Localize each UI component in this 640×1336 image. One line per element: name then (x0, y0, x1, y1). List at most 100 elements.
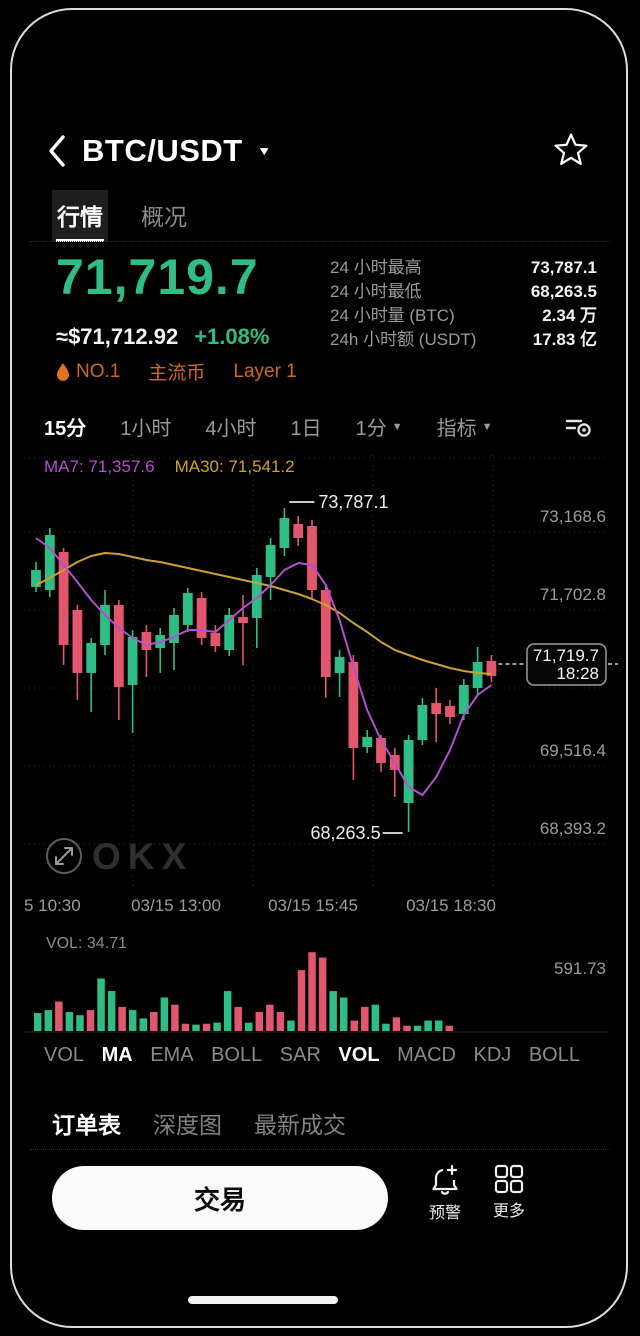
price-tick: 69,516.4 (540, 741, 606, 760)
ind-boll2[interactable]: BOLL (528, 1044, 580, 1066)
candle-body (224, 614, 235, 650)
ind-sar[interactable]: SAR (279, 1044, 321, 1066)
marker-time: 18:28 (556, 664, 599, 683)
volume-bar (434, 1020, 443, 1031)
pair-title[interactable]: BTC/USDT (82, 133, 243, 168)
candlestick-chart[interactable]: OKX 73,168.6 71,702.8 69,516.4 68,393.2 73,78… (20, 450, 620, 892)
tf-custom[interactable]: 1分 ▼ (355, 418, 403, 440)
volume-bar (171, 1004, 179, 1031)
trade-button[interactable]: 交易 (52, 1166, 388, 1230)
candle-body (362, 736, 373, 747)
volume-bar (297, 970, 306, 1031)
marker-price: 71,719.7 (533, 646, 599, 665)
volume-bar (329, 991, 337, 1031)
vol-value-label: VOL: 34.71 (46, 935, 127, 952)
volume-bar (139, 1018, 147, 1031)
ma7-line (35, 537, 492, 796)
last-price: 71,719.7 (56, 249, 259, 305)
candle-body (169, 614, 179, 643)
more-button[interactable]: 更多 (480, 1164, 538, 1221)
volume-bar (392, 1017, 401, 1031)
ind-boll[interactable]: BOLL (211, 1044, 263, 1066)
volume-bar (202, 1023, 211, 1031)
candle-body (417, 704, 428, 740)
candle-body (127, 636, 138, 685)
volume-bar (223, 991, 232, 1031)
tf-1h[interactable]: 1小时 (120, 418, 172, 440)
favorite-star-icon[interactable] (554, 132, 588, 166)
candle-body (86, 642, 97, 673)
tag-layer1[interactable]: Layer 1 (233, 360, 297, 382)
volume-bar (150, 1012, 158, 1031)
volume-bar (350, 1020, 358, 1031)
candle-body (403, 739, 414, 803)
candle-body (72, 609, 83, 673)
candle-body (100, 604, 110, 645)
alert-label: 预警 (428, 1205, 461, 1222)
volume-bar (445, 1025, 453, 1031)
stat-label: 24 小时最高 (330, 258, 422, 277)
tf-15m[interactable]: 15分 (44, 418, 87, 440)
ind-ma[interactable]: MA (101, 1044, 133, 1066)
ind-vol-sub[interactable]: VOL (338, 1044, 380, 1066)
chart-settings-icon[interactable] (564, 415, 592, 439)
stat-row: 24 小时最高 73,787.1 (330, 256, 597, 280)
expand-icon (46, 838, 82, 874)
fiat-price: ≈$71,712.92 (56, 324, 179, 349)
alert-button[interactable]: 预警 (416, 1164, 474, 1223)
orderbook-tabs: 订单表 深度图 最新成交 (52, 1106, 346, 1140)
ind-vol-main[interactable]: VOL (44, 1044, 85, 1066)
volume-bar (118, 1006, 126, 1031)
indicator-tabs: VOL MA EMA BOLL SAR VOL MACD KDJ BOLL (44, 1044, 580, 1067)
price-change: +1.08% (194, 324, 270, 349)
home-indicator (188, 1296, 338, 1304)
stat-label: 24h 小时额 (USDT) (330, 330, 477, 349)
stat-row: 24h 小时额 (USDT) 17.83 亿 (330, 328, 597, 352)
price-tick: 71,702.8 (540, 585, 606, 604)
tf-1d[interactable]: 1日 (290, 418, 322, 440)
grid-icon (494, 1164, 524, 1194)
volume-bar (65, 1012, 74, 1031)
ind-kdj[interactable]: KDJ (473, 1044, 512, 1066)
tab-market[interactable]: 行情 (52, 190, 108, 242)
volume-bar (382, 1023, 390, 1031)
price-tick: 73,168.6 (540, 507, 606, 526)
pair-dropdown-icon[interactable]: ▼ (256, 144, 272, 158)
candle-body (320, 590, 331, 677)
volume-bar (160, 997, 169, 1031)
tab-trades[interactable]: 最新成交 (254, 1112, 346, 1138)
indicator-menu[interactable]: 指标 ▼ (436, 418, 493, 440)
volume-bar (287, 1020, 295, 1031)
candle-body (445, 705, 455, 717)
candle-body (210, 632, 221, 646)
time-tick: 03/15 15:45 (268, 896, 358, 915)
volume-bar (339, 997, 348, 1031)
stat-value: 73,787.1 (530, 258, 597, 277)
ind-macd[interactable]: MACD (397, 1044, 456, 1066)
candle-body (182, 592, 193, 625)
candle-body (196, 597, 207, 638)
price-subrow: ≈$71,712.92 +1.08% (56, 324, 269, 350)
volume-chart[interactable]: VOL: 34.71 591.73 (20, 925, 620, 1037)
volume-bar (34, 1013, 42, 1031)
tab-depth[interactable]: 深度图 (153, 1112, 222, 1138)
rank-badge[interactable]: NO.1 (56, 361, 120, 383)
more-label: 更多 (492, 1203, 525, 1220)
rank-label: NO.1 (76, 360, 121, 382)
tag-mainstream[interactable]: 主流币 (148, 363, 206, 384)
candle-body (251, 574, 262, 618)
tab-overview[interactable]: 概况 (141, 204, 187, 230)
price-marker-badge (526, 643, 607, 686)
volume-bar (403, 1025, 411, 1031)
volume-bar (86, 1010, 95, 1031)
volume-bar (128, 1010, 137, 1031)
volume-bar (213, 1022, 221, 1031)
back-icon[interactable] (46, 133, 68, 169)
volume-bar (413, 1025, 422, 1031)
ind-ema[interactable]: EMA (150, 1044, 194, 1066)
flame-icon (56, 362, 70, 381)
volume-bar (371, 1004, 380, 1031)
tf-4h[interactable]: 4小时 (205, 418, 257, 440)
ma7-label: MA7: 71,357.6 (44, 457, 155, 476)
tab-orderbook[interactable]: 订单表 (52, 1112, 121, 1138)
